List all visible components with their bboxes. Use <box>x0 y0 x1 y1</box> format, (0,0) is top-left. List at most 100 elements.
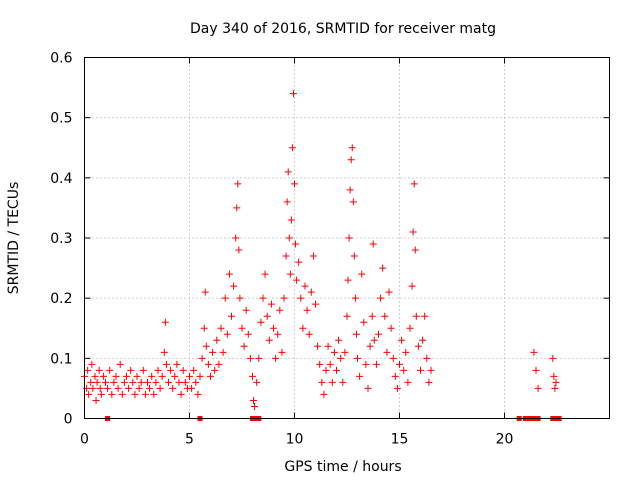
data-point <box>116 360 124 368</box>
data-point <box>97 390 105 398</box>
data-point <box>190 366 198 374</box>
data-point <box>377 294 385 302</box>
data-point <box>152 378 160 386</box>
data-point <box>534 384 542 392</box>
data-point <box>123 372 130 380</box>
data-point <box>160 348 168 356</box>
data-point <box>204 360 212 368</box>
x-tick-label: 20 <box>496 432 514 448</box>
data-point <box>402 348 410 356</box>
data-point <box>89 384 97 392</box>
data-point <box>282 252 290 260</box>
y-tick-label: 0.3 <box>50 231 72 247</box>
data-point <box>242 306 250 314</box>
data-point <box>360 318 368 326</box>
data-point <box>301 282 309 290</box>
data-point <box>370 336 378 344</box>
data-point <box>125 384 133 392</box>
data-point <box>412 312 420 320</box>
data-point <box>99 372 107 380</box>
data-point <box>404 378 412 386</box>
data-point <box>221 294 229 302</box>
data-point <box>96 384 104 392</box>
data-point <box>414 342 422 350</box>
data-point <box>291 180 298 188</box>
data-point <box>309 252 317 260</box>
data-point <box>345 234 353 242</box>
data-point <box>349 198 357 206</box>
grid <box>84 57 610 419</box>
data-point <box>532 366 540 374</box>
data-point <box>391 372 399 380</box>
data-point <box>92 396 100 404</box>
data-point <box>421 312 429 320</box>
data-point <box>141 390 149 398</box>
data-point <box>316 360 324 368</box>
data-point <box>292 240 300 248</box>
data-point <box>106 366 114 374</box>
data-point <box>320 390 328 398</box>
data-point <box>95 366 103 374</box>
data-point <box>202 342 210 350</box>
data-point <box>240 342 248 350</box>
data-point <box>192 378 200 386</box>
data-point <box>293 276 301 284</box>
data-point <box>368 312 376 320</box>
data-point <box>265 336 273 344</box>
y-axis-title: SRMTID / TECUs <box>6 182 22 295</box>
data-point <box>255 354 263 362</box>
data-point <box>396 360 403 368</box>
x-tick-label: 10 <box>286 432 304 448</box>
data-point <box>235 246 243 254</box>
data-point <box>356 372 364 380</box>
data-point <box>251 402 259 410</box>
data-point <box>261 270 269 278</box>
data-point <box>366 342 374 350</box>
x-tick-label: 5 <box>185 432 194 448</box>
data-points <box>81 90 562 421</box>
data-point <box>330 348 338 356</box>
data-point <box>144 378 151 386</box>
data-point <box>114 384 122 392</box>
data-point <box>228 312 235 320</box>
y-tick-label: 0.2 <box>50 291 72 307</box>
data-point <box>381 312 389 320</box>
data-point <box>249 372 256 380</box>
data-point <box>333 366 340 374</box>
data-point <box>233 204 241 212</box>
data-point <box>303 306 311 314</box>
data-point <box>196 372 204 380</box>
data-point <box>156 384 164 392</box>
data-point <box>358 270 366 278</box>
data-point <box>250 396 258 404</box>
data-point <box>161 318 169 326</box>
data-point <box>299 324 307 332</box>
data-point <box>87 378 95 386</box>
data-point <box>324 342 332 350</box>
data-point <box>85 390 93 398</box>
data-point <box>133 372 141 380</box>
data-point <box>350 252 358 260</box>
data-point <box>379 264 387 272</box>
data-point <box>84 366 92 374</box>
data-point <box>427 366 435 374</box>
plot-frame <box>84 57 610 419</box>
data-point <box>289 90 297 98</box>
data-point <box>104 384 112 392</box>
data-point <box>322 366 330 374</box>
data-point <box>223 330 231 338</box>
data-point <box>234 180 242 188</box>
data-point <box>270 324 277 332</box>
x-tick-labels: 0 5 10 15 20 <box>80 432 513 448</box>
data-point <box>417 366 424 374</box>
data-point <box>188 384 196 392</box>
data-point <box>343 312 351 320</box>
data-point <box>276 306 284 314</box>
data-point <box>93 378 101 386</box>
data-point <box>171 372 179 380</box>
data-point <box>162 360 170 368</box>
data-point <box>127 366 135 374</box>
data-point <box>312 300 319 308</box>
data-point <box>364 384 372 392</box>
